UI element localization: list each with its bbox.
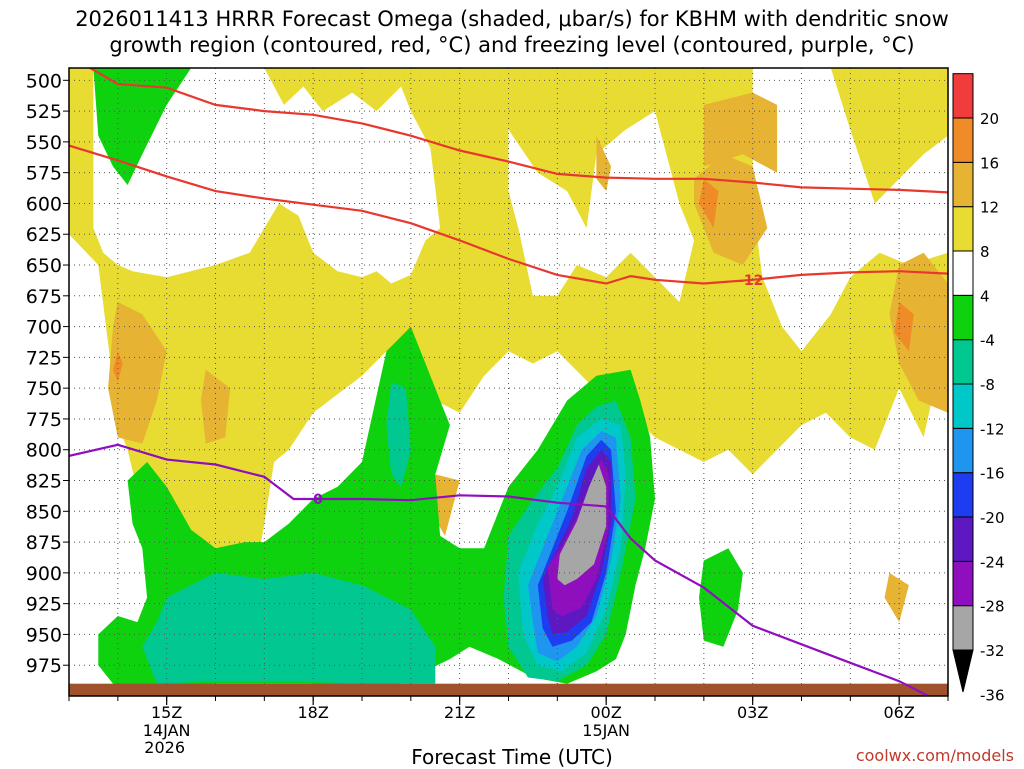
y-tick-label-650: 650 [26, 255, 62, 277]
y-tick-label-800: 800 [26, 440, 62, 462]
colorbar-swatch-2 [952, 560, 974, 607]
y-tick-label-725: 725 [26, 347, 62, 369]
omega-region-16 [93, 68, 192, 185]
contour-line-0 [88, 68, 948, 194]
colorbar-label-2: 12 [980, 199, 999, 217]
colorbar-label-3: 8 [980, 243, 990, 261]
x-axis-label: Forecast Time (UTC) [411, 745, 613, 769]
contour-labels: -12 0 [313, 273, 763, 508]
x-tick-date-00Z: 15JAN [582, 721, 630, 740]
omega-region-7 [703, 92, 778, 173]
colorbar-swatch-8 [952, 294, 974, 341]
omega-region-11 [889, 252, 948, 413]
y-tick-label-700: 700 [26, 317, 62, 339]
omega-region-27 [557, 464, 607, 586]
y-tick-label-675: 675 [26, 286, 62, 308]
y-tick-label-925: 925 [26, 594, 62, 616]
colorbar-label-8: -16 [980, 465, 1005, 483]
y-tick-label-625: 625 [26, 224, 62, 246]
omega-region-9 [200, 369, 231, 444]
y-tick-label-575: 575 [26, 163, 62, 185]
colorbar-label-10: -24 [980, 553, 1005, 571]
colorbar-label-11: -28 [980, 598, 1005, 616]
chart-title: 2026011413 HRRR Forecast Omega (shaded, … [0, 6, 1024, 58]
y-tick-label-500: 500 [26, 70, 62, 92]
y-tick-label-850: 850 [26, 501, 62, 523]
y-axis-pressure: 500 525 550 575 600 625 650 675 700 725 750 775 800 8… [26, 70, 69, 677]
x-tick-label-18Z: 18Z [298, 703, 329, 722]
omega-region-8 [108, 302, 167, 444]
colorbar-swatch-10 [952, 206, 974, 252]
colorbar-swatch-3 [952, 516, 974, 562]
colorbar-label-7: -12 [980, 420, 1005, 438]
omega-region-12 [884, 572, 909, 623]
y-tick-label-950: 950 [26, 624, 62, 646]
colorbar-label-12: -32 [980, 642, 1005, 660]
contour-line-2 [69, 443, 929, 696]
x-tick-date-15Z: 14JAN [143, 721, 191, 740]
colorbar: 20 16 12 8 4 -4 -8 -12 -16 -20 -24 -28 -32 -36 [952, 73, 1005, 704]
colorbar-label-13: -36 [980, 686, 1005, 704]
colorbar-label-0: 20 [980, 110, 999, 128]
omega-region-3 [508, 111, 695, 302]
y-tick-label-900: 900 [26, 563, 62, 585]
omega-region-19 [142, 572, 436, 684]
omega-region-14 [699, 178, 719, 229]
colorbar-label-9: -20 [980, 509, 1005, 527]
omega-region-13 [113, 351, 123, 382]
colorbar-swatch-5 [952, 427, 974, 474]
colorbar-swatch-9 [952, 250, 974, 296]
colorbar-label-4: 4 [980, 287, 990, 305]
colorbar-label-6: -8 [980, 376, 995, 394]
x-tick-label-15Z: 15Z [151, 703, 182, 722]
colorbar-swatch-6 [952, 383, 974, 429]
colorbar-end-low [952, 649, 974, 693]
credit-text: coolwx.com/models [855, 746, 1014, 765]
colorbar-swatch-4 [952, 472, 974, 518]
colorbar-swatch-11 [952, 161, 974, 208]
terrain-surface [69, 683, 948, 696]
colorbar-swatch-12 [952, 117, 974, 163]
y-tick-label-875: 875 [26, 532, 62, 554]
y-tick-label-775: 775 [26, 409, 62, 431]
y-tick-label-750: 750 [26, 378, 62, 400]
y-tick-label-825: 825 [26, 471, 62, 493]
title-line-2: growth region (contoured, red, °C) and f… [109, 33, 915, 57]
x-tick-label-03Z: 03Z [737, 703, 768, 722]
contour-label-1: 0 [313, 492, 323, 508]
x-tick-label-21Z: 21Z [444, 703, 475, 722]
colorbar-label-5: -4 [980, 332, 995, 350]
omega-shading [69, 68, 948, 696]
y-tick-label-525: 525 [26, 101, 62, 123]
contour-label-0: -12 [738, 273, 763, 289]
contour-lines [69, 68, 948, 696]
x-tick-label-06Z: 06Z [884, 703, 915, 722]
omega-region-20 [386, 382, 411, 487]
x-tick-year-15Z: 2026 [144, 738, 185, 757]
x-tick-label-00Z: 00Z [591, 703, 622, 722]
y-tick-label-600: 600 [26, 193, 62, 215]
contour-line-1 [69, 144, 948, 285]
colorbar-swatch-7 [952, 339, 974, 385]
colorbar-swatch-1 [952, 605, 974, 651]
y-tick-label-975: 975 [26, 655, 62, 677]
y-tick-label-550: 550 [26, 132, 62, 154]
title-line-1: 2026011413 HRRR Forecast Omega (shaded, … [75, 7, 949, 31]
colorbar-label-1: 16 [980, 154, 999, 172]
colorbar-swatch-13 [952, 73, 974, 119]
